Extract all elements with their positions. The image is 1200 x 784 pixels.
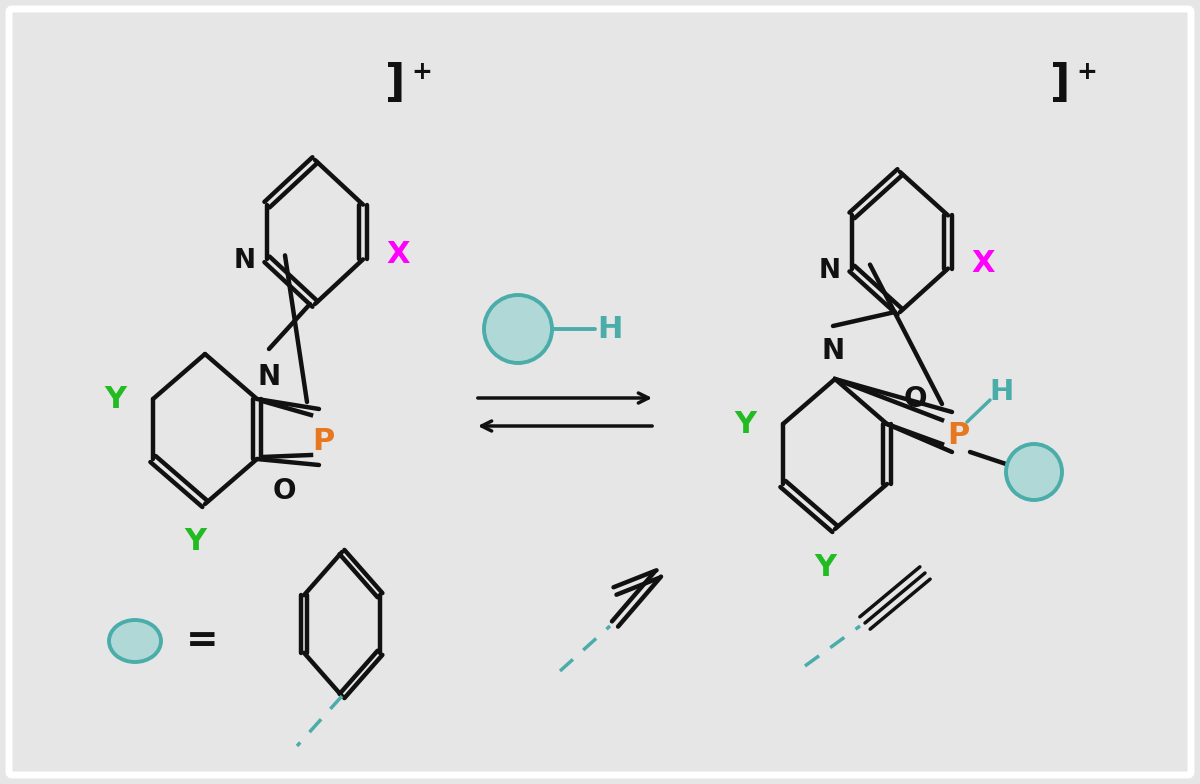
- Text: X: X: [971, 249, 995, 278]
- Circle shape: [1006, 444, 1062, 500]
- Text: O: O: [272, 477, 295, 505]
- Text: =: =: [186, 622, 218, 660]
- Text: Y: Y: [184, 528, 206, 557]
- Text: P: P: [947, 422, 970, 451]
- Text: Y: Y: [814, 553, 836, 582]
- Text: ]: ]: [385, 63, 406, 106]
- Text: H: H: [990, 378, 1014, 406]
- Text: +: +: [412, 60, 432, 84]
- Circle shape: [484, 295, 552, 363]
- Text: O: O: [904, 385, 926, 413]
- Text: N: N: [822, 337, 845, 365]
- Text: P: P: [312, 427, 334, 456]
- Text: Y: Y: [734, 409, 756, 438]
- Text: N: N: [234, 249, 256, 274]
- Text: H: H: [598, 314, 623, 343]
- Text: Y: Y: [104, 384, 126, 413]
- FancyBboxPatch shape: [10, 9, 1190, 775]
- Text: +: +: [1076, 60, 1098, 84]
- Text: N: N: [258, 363, 281, 391]
- Text: ]: ]: [1050, 63, 1070, 106]
- Ellipse shape: [109, 620, 161, 662]
- Text: N: N: [818, 258, 841, 284]
- Text: X: X: [386, 240, 409, 269]
